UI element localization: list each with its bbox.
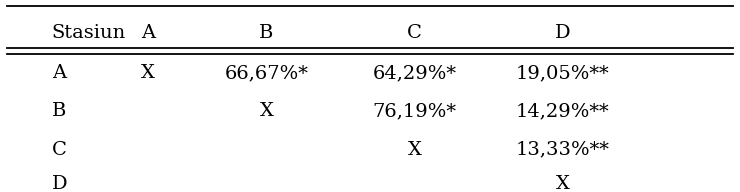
Text: X: X	[260, 102, 273, 120]
Text: 76,19%*: 76,19%*	[372, 102, 457, 120]
Text: X: X	[141, 64, 155, 82]
Text: C: C	[52, 141, 67, 159]
Text: C: C	[407, 24, 422, 42]
Text: 14,29%**: 14,29%**	[516, 102, 609, 120]
Text: Stasiun: Stasiun	[52, 24, 126, 42]
Text: 13,33%**: 13,33%**	[516, 141, 609, 159]
Text: X: X	[408, 141, 421, 159]
Text: 64,29%*: 64,29%*	[372, 64, 457, 82]
Text: B: B	[52, 102, 66, 120]
Text: B: B	[259, 24, 274, 42]
Text: 19,05%**: 19,05%**	[516, 64, 609, 82]
Text: D: D	[554, 24, 571, 42]
Text: X: X	[556, 175, 569, 192]
Text: 66,67%*: 66,67%*	[224, 64, 309, 82]
Text: D: D	[52, 175, 67, 192]
Text: A: A	[141, 24, 155, 42]
Text: A: A	[52, 64, 66, 82]
